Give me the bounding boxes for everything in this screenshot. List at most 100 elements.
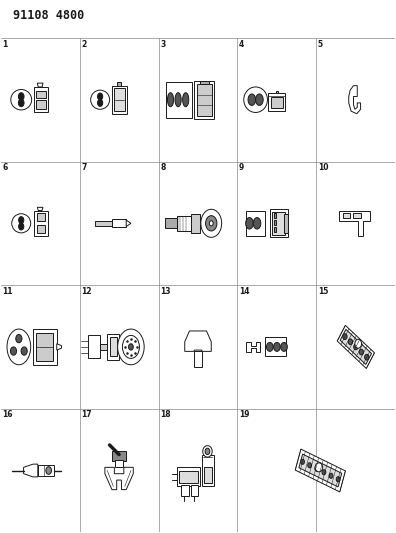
- Text: 8: 8: [160, 163, 166, 172]
- Ellipse shape: [308, 463, 312, 468]
- Text: 3: 3: [160, 39, 166, 49]
- Ellipse shape: [336, 477, 340, 482]
- Bar: [276, 92, 278, 93]
- Bar: [34, 87, 48, 112]
- Text: 5: 5: [318, 39, 323, 49]
- Ellipse shape: [244, 87, 267, 112]
- Text: 19: 19: [239, 410, 249, 419]
- Bar: [246, 211, 265, 236]
- Ellipse shape: [46, 467, 51, 474]
- Ellipse shape: [301, 459, 305, 464]
- Polygon shape: [37, 207, 43, 211]
- Bar: [268, 93, 285, 111]
- Text: 10: 10: [318, 163, 328, 172]
- Ellipse shape: [10, 347, 17, 355]
- Bar: [33, 329, 57, 365]
- Ellipse shape: [21, 347, 27, 355]
- Bar: [107, 334, 119, 360]
- Polygon shape: [339, 211, 370, 236]
- Ellipse shape: [274, 342, 280, 351]
- Text: 13: 13: [160, 287, 171, 296]
- Ellipse shape: [7, 329, 30, 365]
- Ellipse shape: [122, 335, 139, 358]
- Ellipse shape: [129, 344, 133, 350]
- Bar: [115, 459, 123, 467]
- Bar: [34, 211, 48, 236]
- Bar: [37, 213, 46, 221]
- Bar: [191, 214, 200, 233]
- Ellipse shape: [209, 221, 213, 226]
- Bar: [274, 213, 276, 217]
- Bar: [274, 227, 276, 232]
- Ellipse shape: [97, 93, 103, 100]
- Text: 9: 9: [239, 163, 244, 172]
- Bar: [95, 221, 112, 226]
- Ellipse shape: [343, 334, 347, 340]
- Text: 18: 18: [160, 410, 171, 419]
- Ellipse shape: [168, 93, 173, 107]
- Text: 6: 6: [2, 163, 8, 172]
- Ellipse shape: [322, 470, 326, 475]
- Ellipse shape: [315, 466, 319, 471]
- Polygon shape: [24, 464, 38, 477]
- Ellipse shape: [348, 339, 352, 345]
- Polygon shape: [37, 83, 43, 87]
- Bar: [194, 80, 214, 119]
- Bar: [36, 333, 53, 361]
- Polygon shape: [349, 86, 361, 114]
- Polygon shape: [57, 344, 61, 350]
- Text: 7: 7: [81, 163, 87, 172]
- Text: 91108 4800: 91108 4800: [13, 9, 84, 22]
- Bar: [272, 212, 286, 235]
- Ellipse shape: [267, 342, 273, 351]
- Ellipse shape: [248, 94, 255, 106]
- Bar: [274, 220, 276, 224]
- Ellipse shape: [11, 90, 32, 110]
- Polygon shape: [126, 220, 131, 227]
- Polygon shape: [295, 449, 345, 492]
- Bar: [270, 209, 288, 237]
- Ellipse shape: [253, 217, 261, 229]
- Text: 4: 4: [239, 39, 244, 49]
- Bar: [112, 451, 126, 461]
- Bar: [271, 96, 283, 108]
- Ellipse shape: [281, 342, 287, 351]
- Ellipse shape: [355, 339, 362, 348]
- Ellipse shape: [205, 448, 210, 455]
- Ellipse shape: [19, 223, 24, 230]
- Bar: [284, 214, 288, 233]
- Text: 1: 1: [2, 39, 8, 49]
- Ellipse shape: [255, 94, 263, 106]
- Bar: [38, 465, 54, 475]
- Ellipse shape: [354, 344, 358, 350]
- Bar: [265, 337, 286, 357]
- Ellipse shape: [118, 329, 144, 365]
- Bar: [354, 213, 361, 218]
- Ellipse shape: [315, 463, 323, 472]
- Ellipse shape: [175, 93, 181, 107]
- Text: 11: 11: [2, 287, 13, 296]
- Bar: [194, 351, 202, 367]
- Bar: [204, 467, 212, 483]
- Bar: [110, 337, 117, 357]
- Bar: [200, 80, 209, 84]
- Ellipse shape: [97, 99, 103, 107]
- Ellipse shape: [12, 214, 30, 233]
- Polygon shape: [105, 467, 133, 490]
- Bar: [114, 88, 125, 111]
- Ellipse shape: [16, 335, 22, 343]
- Text: 16: 16: [2, 410, 13, 419]
- Bar: [112, 220, 126, 227]
- Ellipse shape: [183, 93, 189, 107]
- Ellipse shape: [246, 217, 253, 229]
- Ellipse shape: [329, 473, 333, 478]
- Ellipse shape: [203, 446, 212, 457]
- Ellipse shape: [19, 216, 24, 224]
- Bar: [36, 91, 46, 99]
- Bar: [166, 82, 192, 118]
- Bar: [179, 471, 198, 483]
- Ellipse shape: [365, 354, 369, 360]
- Bar: [202, 455, 213, 487]
- Bar: [177, 467, 200, 487]
- Bar: [36, 100, 46, 109]
